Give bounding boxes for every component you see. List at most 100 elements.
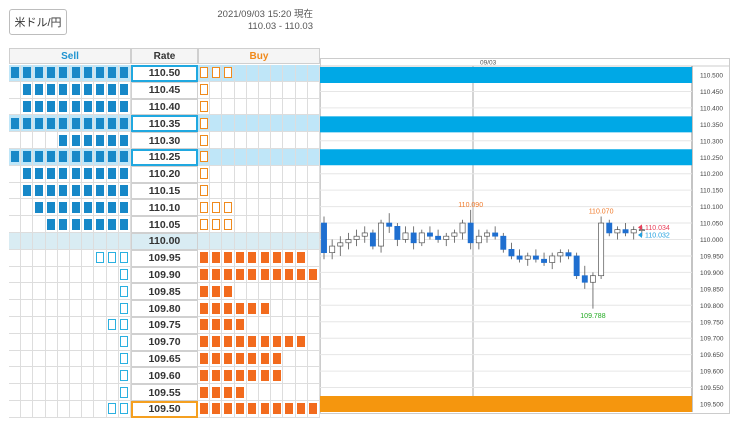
sell-depth-cell [57, 367, 70, 385]
rate-cell[interactable]: 109.65 [131, 350, 198, 368]
sell-depth-cell [94, 182, 107, 200]
buy-depth-block [272, 268, 281, 280]
rate-cell[interactable]: 109.50 [131, 401, 198, 418]
sell-depth-cell [57, 266, 70, 284]
sell-depth-block [120, 184, 129, 196]
buy-depth-block [199, 67, 208, 79]
sell-depth-cell [106, 283, 119, 301]
sell-depth-cell [33, 249, 46, 267]
buy-depth-cell [271, 266, 284, 284]
currency-pair-button[interactable]: 米ドル/円 [9, 9, 67, 35]
sell-depth-block [59, 134, 68, 146]
buy-depth-block [284, 336, 293, 348]
buy-depth-block [272, 403, 281, 415]
rate-cell[interactable]: 109.80 [131, 300, 198, 317]
sell-depth-block [108, 252, 117, 264]
candle-body [630, 229, 637, 234]
sell-depth-cell [82, 199, 95, 217]
rate-cell[interactable]: 110.25 [131, 149, 198, 166]
candle-body [459, 222, 466, 234]
buy-depth-block [260, 252, 269, 264]
sell-depth-block [120, 336, 129, 348]
buy-depth-cell [258, 98, 272, 116]
rate-cell[interactable]: 110.00 [131, 233, 198, 250]
sell-depth-cell [9, 98, 22, 116]
sell-depth-cell [33, 266, 46, 284]
sell-depth-block [59, 84, 68, 96]
buy-depth-cell [258, 266, 272, 284]
sell-depth-cell [94, 249, 107, 267]
rate-cell[interactable]: 110.50 [131, 65, 198, 82]
sell-depth-cell [9, 132, 22, 149]
sell-depth-cell [69, 266, 83, 284]
sell-depth-cell [118, 233, 131, 250]
rate-cell[interactable]: 109.55 [131, 384, 198, 401]
sell-depth-cell [69, 65, 83, 82]
buy-depth-cell [222, 300, 235, 317]
buy-depth-cells [198, 199, 320, 217]
sell-depth-cell [94, 367, 107, 385]
rate-cell[interactable]: 109.60 [131, 367, 198, 385]
sell-depth-cell [69, 115, 83, 133]
sell-depth-cell [118, 367, 131, 385]
sell-depth-cell [69, 300, 83, 317]
rate-cell[interactable]: 110.20 [131, 165, 198, 183]
buy-depth-cells [198, 300, 320, 317]
candle-body [353, 235, 360, 240]
rate-cell[interactable]: 110.15 [131, 182, 198, 200]
buy-depth-cell [295, 401, 308, 418]
sell-depth-block [10, 117, 19, 129]
sell-depth-cell [94, 149, 107, 166]
sell-depth-block [59, 151, 68, 163]
sell-depth-block [59, 117, 68, 129]
sell-depth-cell [33, 283, 46, 301]
sell-depth-cell [57, 350, 70, 368]
buy-depth-block [199, 184, 208, 196]
chart-tick-label: 110.050 [700, 221, 723, 228]
rate-cell[interactable]: 110.45 [131, 81, 198, 99]
chart-tick-label: 110.400 [700, 105, 723, 112]
sell-depth-cell [45, 233, 58, 250]
buy-depth-cell [295, 300, 308, 317]
buy-depth-block [223, 319, 232, 331]
buy-depth-cell [246, 199, 259, 217]
sell-depth-cell [9, 149, 22, 166]
book-row: 109.65 [9, 350, 320, 368]
buy-depth-block [284, 268, 293, 280]
buy-depth-cell [210, 283, 223, 301]
rate-cell[interactable]: 109.75 [131, 317, 198, 334]
rate-cell[interactable]: 110.30 [131, 132, 198, 149]
buy-depth-cell [283, 401, 296, 418]
rate-cell[interactable]: 110.40 [131, 98, 198, 116]
sell-depth-block [95, 168, 104, 180]
rate-cell[interactable]: 109.90 [131, 266, 198, 284]
buy-depth-block [236, 369, 245, 381]
buy-depth-block [284, 403, 293, 415]
sell-depth-cell [21, 300, 34, 317]
sell-depth-cell [106, 333, 119, 351]
sell-depth-cells [9, 216, 131, 233]
sell-depth-cell [9, 81, 22, 99]
buy-depth-cell [210, 367, 223, 385]
sell-depth-cell [106, 401, 119, 418]
rate-cell[interactable]: 109.70 [131, 333, 198, 351]
rate-cell[interactable]: 109.85 [131, 283, 198, 301]
rate-cell[interactable]: 109.95 [131, 249, 198, 267]
buy-depth-cell [246, 182, 259, 200]
buy-depth-block [223, 352, 232, 364]
sell-depth-cell [118, 65, 131, 82]
chart-tick-label: 109.550 [700, 385, 724, 392]
rate-cell[interactable]: 110.10 [131, 199, 198, 217]
rate-cell[interactable]: 110.05 [131, 216, 198, 233]
rate-cell[interactable]: 110.35 [131, 115, 198, 133]
sell-depth-block [108, 201, 117, 213]
buy-depth-cell [295, 266, 308, 284]
buy-depth-cell [234, 317, 247, 334]
buy-depth-cell [307, 199, 320, 217]
buy-depth-cell [307, 233, 320, 250]
buy-depth-cell [222, 350, 235, 368]
sell-depth-cell [94, 300, 107, 317]
buy-depth-block [248, 268, 257, 280]
sell-depth-cell [9, 249, 22, 267]
sell-depth-block [108, 168, 117, 180]
